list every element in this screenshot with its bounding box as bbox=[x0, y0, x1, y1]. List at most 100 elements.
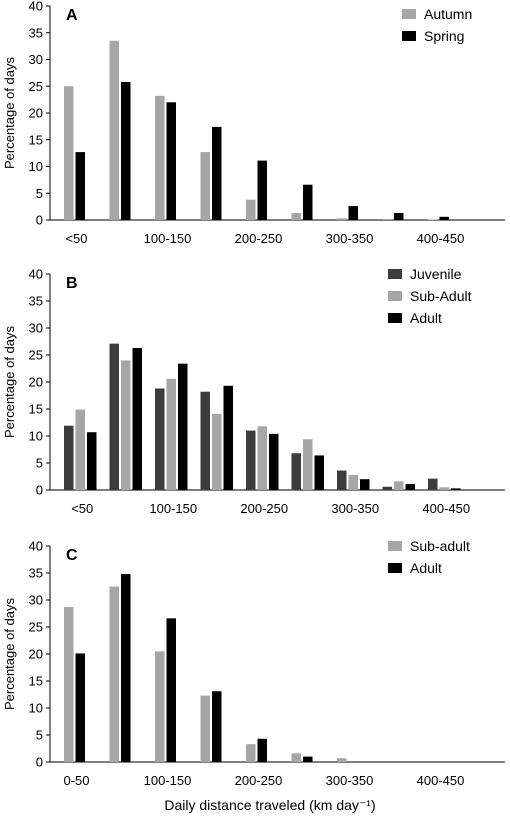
panel-a: Percentage of days 0 5 10 15 20 25 30 35 40 <50 100… bbox=[2, 0, 505, 246]
y-tick-label: 5 bbox=[36, 456, 43, 471]
bar bbox=[257, 160, 267, 220]
bar bbox=[121, 574, 131, 762]
bar bbox=[394, 213, 404, 220]
y-tick-label: 10 bbox=[29, 429, 43, 444]
bar bbox=[257, 426, 267, 490]
y-tick-label: 25 bbox=[29, 348, 43, 363]
bar bbox=[109, 40, 119, 221]
bar bbox=[64, 86, 74, 220]
legend-label: Sub-adult bbox=[410, 538, 470, 554]
legend-swatch bbox=[388, 291, 402, 301]
y-tick-label: 15 bbox=[29, 402, 43, 417]
panel-b: Percentage of days 0 5 10 15 20 25 30 35 40 <50 100… bbox=[2, 266, 505, 516]
y-tick-label: 0 bbox=[36, 213, 43, 228]
legend-swatch bbox=[388, 541, 402, 551]
legend-label: Juvenile bbox=[410, 266, 462, 282]
bar bbox=[382, 218, 392, 220]
y-tick-label: 15 bbox=[29, 674, 43, 689]
y-tick-label: 30 bbox=[29, 593, 43, 608]
y-tick-label: 20 bbox=[29, 375, 43, 390]
bar bbox=[212, 691, 222, 762]
bar bbox=[75, 653, 85, 762]
bar bbox=[439, 487, 449, 490]
legend-swatch bbox=[388, 313, 402, 323]
bar bbox=[382, 486, 392, 490]
bar bbox=[451, 488, 461, 490]
x-tick-label: 100-150 bbox=[144, 231, 192, 246]
legend-swatch bbox=[402, 31, 416, 41]
bar bbox=[200, 391, 210, 490]
legend-swatch bbox=[402, 9, 416, 19]
bar bbox=[212, 126, 222, 220]
bar bbox=[269, 433, 279, 490]
bar bbox=[428, 478, 438, 490]
x-tick-label: <50 bbox=[71, 501, 93, 516]
legend-label: Sub-Adult bbox=[410, 288, 472, 304]
bar bbox=[64, 425, 74, 490]
bar bbox=[337, 218, 347, 220]
y-tick-label: 5 bbox=[36, 186, 43, 201]
bar bbox=[246, 744, 256, 762]
bar bbox=[75, 152, 85, 220]
x-tick-label: 300-350 bbox=[326, 231, 374, 246]
bar bbox=[291, 453, 301, 490]
bar bbox=[360, 479, 370, 490]
bar bbox=[348, 474, 358, 490]
y-tick-label: 30 bbox=[29, 52, 43, 67]
y-tick-label: 35 bbox=[29, 25, 43, 40]
bar bbox=[121, 360, 131, 490]
bar bbox=[132, 347, 142, 490]
y-tick-label: 10 bbox=[29, 701, 43, 716]
bar bbox=[166, 618, 176, 762]
bar bbox=[166, 102, 176, 220]
panel-letter: C bbox=[66, 547, 78, 564]
panel-letter: A bbox=[66, 7, 78, 24]
x-tick-label: 200-250 bbox=[240, 501, 288, 516]
bar bbox=[303, 756, 313, 762]
y-tick-label: 0 bbox=[36, 755, 43, 770]
bar bbox=[200, 695, 210, 762]
bar bbox=[303, 439, 313, 490]
bar bbox=[303, 184, 313, 220]
bar bbox=[428, 219, 438, 220]
y-tick-label: 0 bbox=[36, 483, 43, 498]
bar bbox=[155, 651, 165, 762]
bar bbox=[348, 206, 358, 220]
x-tick-label: 100-150 bbox=[144, 773, 192, 788]
bar bbox=[439, 216, 449, 220]
legend-label: Adult bbox=[410, 560, 442, 576]
legend-label: Spring bbox=[424, 28, 464, 44]
bar bbox=[87, 432, 97, 490]
y-tick-label: 10 bbox=[29, 159, 43, 174]
bar bbox=[155, 388, 165, 490]
bar bbox=[121, 81, 131, 220]
x-tick-label: 300-350 bbox=[331, 501, 379, 516]
y-tick-label: 30 bbox=[29, 321, 43, 336]
x-tick-label: 200-250 bbox=[235, 231, 283, 246]
y-axis-title: Percentage of days bbox=[2, 325, 17, 438]
y-tick-label: 25 bbox=[29, 79, 43, 94]
y-tick-label: 5 bbox=[36, 728, 43, 743]
bar bbox=[337, 758, 347, 762]
legend-label: Autumn bbox=[424, 6, 472, 22]
bar bbox=[405, 484, 415, 490]
bar bbox=[166, 378, 176, 490]
y-tick-label: 35 bbox=[29, 566, 43, 581]
bar bbox=[75, 409, 85, 490]
x-tick-label: 400-450 bbox=[417, 231, 465, 246]
bar bbox=[246, 199, 256, 220]
y-axis-title: Percentage of days bbox=[2, 597, 17, 710]
y-axis-title: Percentage of days bbox=[2, 56, 17, 169]
y-tick-label: 40 bbox=[29, 0, 43, 14]
bar bbox=[109, 586, 119, 762]
y-tick-label: 25 bbox=[29, 620, 43, 635]
x-tick-label: <50 bbox=[65, 231, 87, 246]
x-tick-label: 400-450 bbox=[417, 773, 465, 788]
x-tick-label: 0-50 bbox=[63, 773, 89, 788]
bar bbox=[291, 213, 301, 220]
bar bbox=[246, 430, 256, 490]
y-tick-label: 35 bbox=[29, 294, 43, 309]
y-tick-label: 40 bbox=[29, 539, 43, 554]
bar bbox=[337, 470, 347, 490]
